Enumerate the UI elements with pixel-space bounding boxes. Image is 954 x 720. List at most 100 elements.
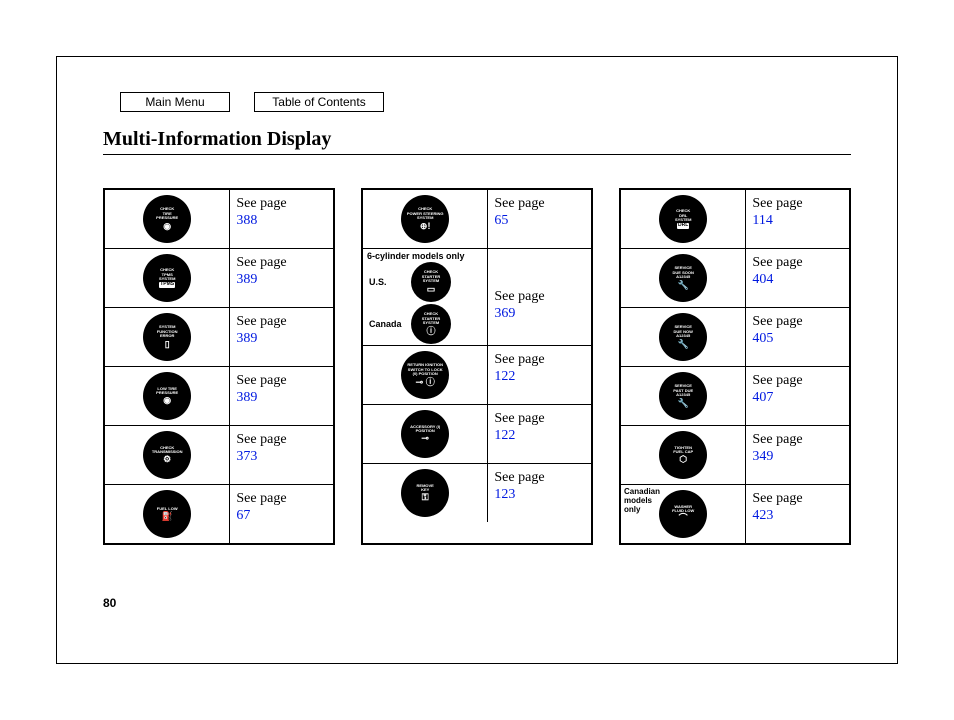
see-page-label: See page: [752, 314, 845, 331]
page-link[interactable]: 122: [494, 369, 587, 386]
indicator-icon: SERVICEPAST DUEA12345🔧: [659, 372, 707, 420]
see-page-label: See page: [752, 255, 845, 272]
page-title: Multi-Information Display: [103, 128, 331, 151]
page-ref-cell: See page123: [488, 464, 591, 522]
page-ref-cell: See page114: [746, 190, 849, 248]
table-row: 6-cylinder models onlyU.S.CHECKSTARTERSY…: [363, 248, 591, 345]
page-ref-cell: See page389: [230, 249, 333, 307]
column-2: CHECKPOWER STEERINGSYSTEM⊕!See page656-c…: [361, 188, 593, 545]
icon-cell: SERVICEDUE SOONA12345🔧: [621, 249, 746, 307]
see-page-label: See page: [752, 432, 845, 449]
see-page-label: See page: [236, 373, 329, 390]
page-link[interactable]: 389: [236, 272, 329, 289]
indicator-icon: SERVICEDUE NOWA12345🔧: [659, 313, 707, 361]
page-link[interactable]: 114: [752, 213, 845, 230]
icon-cell: SYSTEMFUNCTIONERROR▯: [105, 308, 230, 366]
page-link[interactable]: 123: [494, 487, 587, 504]
indicator-icon: CHECKSTARTERSYSTEM▭: [411, 262, 451, 302]
title-rule: [103, 154, 851, 155]
table-row: CHECKTPMSSYSTEMTPMS See page389: [105, 248, 333, 307]
column-1: CHECKTIREPRESSURE◉See page388CHECKTPMSSY…: [103, 188, 335, 545]
page-ref-cell: See page389: [230, 308, 333, 366]
icon-cell: REMOVEKEY⚿: [363, 464, 488, 522]
indicator-icon: TIGHTENFUEL CAP⬡: [659, 431, 707, 479]
see-page-label: See page: [494, 196, 587, 213]
icon-cell: CHECKPOWER STEERINGSYSTEM⊕!: [363, 190, 488, 248]
page-ref-cell: See page404: [746, 249, 849, 307]
icon-cell: TIGHTENFUEL CAP⬡: [621, 426, 746, 484]
page-link[interactable]: 349: [752, 449, 845, 466]
page-ref-cell: See page65: [488, 190, 591, 248]
icon-cell: ACCESSORY (I)POSITION⊸: [363, 405, 488, 463]
page-ref-cell: See page122: [488, 346, 591, 404]
icon-cell: CHECKTPMSSYSTEMTPMS: [105, 249, 230, 307]
table-row: CHECKTIREPRESSURE◉ See page388: [105, 190, 333, 248]
page-link[interactable]: 65: [494, 213, 587, 230]
icon-cell: Canadian models onlyWASHERFLUID LOW⌒: [621, 485, 746, 543]
icon-cell: CHECKTRANSMISSION⚙: [105, 426, 230, 484]
page-link[interactable]: 369: [494, 306, 587, 323]
nav-buttons: Main Menu Table of Contents: [120, 92, 384, 112]
icon-cell: FUEL LOW⛽: [105, 485, 230, 543]
indicator-icon: CHECKTRANSMISSION⚙: [143, 431, 191, 479]
table-row: REMOVEKEY⚿ See page123: [363, 463, 591, 522]
see-page-label: See page: [236, 196, 329, 213]
see-page-label: See page: [236, 432, 329, 449]
icon-cell: LOW TIREPRESSURE◉: [105, 367, 230, 425]
indicator-icon: CHECKTPMSSYSTEMTPMS: [143, 254, 191, 302]
columns: CHECKTIREPRESSURE◉See page388CHECKTPMSSY…: [103, 188, 851, 545]
page-ref-cell: See page407: [746, 367, 849, 425]
page-link[interactable]: 67: [236, 508, 329, 525]
icon-cell: SERVICEPAST DUEA12345🔧: [621, 367, 746, 425]
indicator-icon: CHECKSTARTERSYSTEMⓘ: [411, 304, 451, 344]
page-ref-cell: See page67: [230, 485, 333, 543]
page-link[interactable]: 389: [236, 390, 329, 407]
see-page-label: See page: [494, 470, 587, 487]
variant-row-us: U.S.CHECKSTARTERSYSTEM▭: [363, 261, 487, 303]
table-row: Canadian models onlyWASHERFLUID LOW⌒See …: [621, 484, 849, 543]
page-ref-cell: See page369: [488, 249, 591, 345]
see-page-label: See page: [494, 289, 587, 306]
page-link[interactable]: 122: [494, 428, 587, 445]
indicator-icon: REMOVEKEY⚿: [401, 469, 449, 517]
table-row: LOW TIREPRESSURE◉ See page389: [105, 366, 333, 425]
page-link[interactable]: 407: [752, 390, 845, 407]
table-row: SERVICEDUE NOWA12345🔧 See page405: [621, 307, 849, 366]
indicator-icon: ACCESSORY (I)POSITION⊸: [401, 410, 449, 458]
canadian-only-note: Canadian models only: [624, 488, 662, 514]
table-row: SERVICEPAST DUEA12345🔧 See page407: [621, 366, 849, 425]
page-ref-cell: See page349: [746, 426, 849, 484]
page-ref-cell: See page122: [488, 405, 591, 463]
page-number: 80: [103, 596, 116, 610]
indicator-icon: CHECKTIREPRESSURE◉: [143, 195, 191, 243]
icon-cell: 6-cylinder models onlyU.S.CHECKSTARTERSY…: [363, 249, 488, 345]
see-page-label: See page: [752, 373, 845, 390]
main-menu-button[interactable]: Main Menu: [120, 92, 230, 112]
see-page-label: See page: [494, 352, 587, 369]
see-page-label: See page: [494, 411, 587, 428]
page-link[interactable]: 404: [752, 272, 845, 289]
indicator-icon: FUEL LOW⛽: [143, 490, 191, 538]
page-ref-cell: See page388: [230, 190, 333, 248]
see-page-label: See page: [236, 314, 329, 331]
see-page-label: See page: [752, 196, 845, 213]
table-row: SYSTEMFUNCTIONERROR▯See page389: [105, 307, 333, 366]
see-page-label: See page: [236, 491, 329, 508]
page-ref-cell: See page373: [230, 426, 333, 484]
indicator-icon: LOW TIREPRESSURE◉: [143, 372, 191, 420]
table-row: ACCESSORY (I)POSITION⊸ See page122: [363, 404, 591, 463]
see-page-label: See page: [236, 255, 329, 272]
page-link[interactable]: 405: [752, 331, 845, 348]
page-link[interactable]: 388: [236, 213, 329, 230]
indicator-icon: WASHERFLUID LOW⌒: [659, 490, 707, 538]
six-cyl-note: 6-cylinder models only: [363, 249, 487, 261]
icon-cell: CHECKTIREPRESSURE◉: [105, 190, 230, 248]
page-ref-cell: See page405: [746, 308, 849, 366]
page-link[interactable]: 423: [752, 508, 845, 525]
table-row: TIGHTENFUEL CAP⬡ See page349: [621, 425, 849, 484]
toc-button[interactable]: Table of Contents: [254, 92, 384, 112]
indicator-icon: CHECKPOWER STEERINGSYSTEM⊕!: [401, 195, 449, 243]
page-link[interactable]: 373: [236, 449, 329, 466]
page-link[interactable]: 389: [236, 331, 329, 348]
column-3: CHECKDRLSYSTEMDRLSee page114SERVICEDUE S…: [619, 188, 851, 545]
